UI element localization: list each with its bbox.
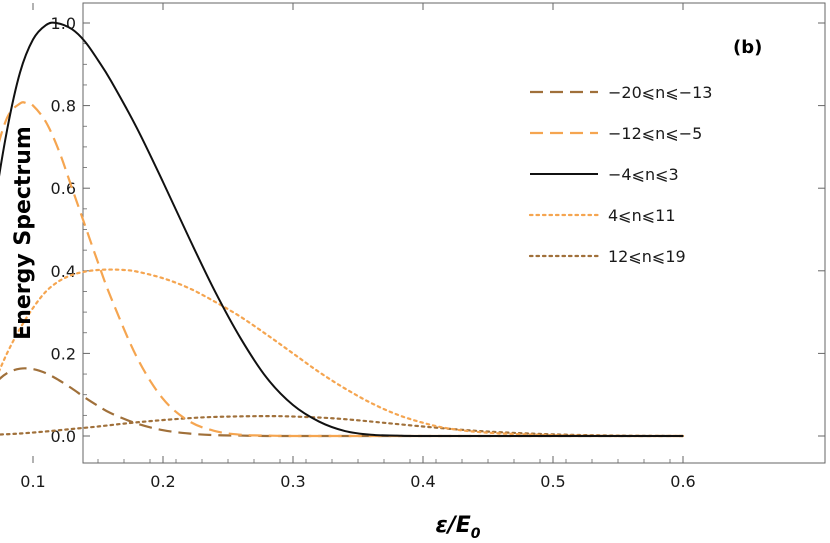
- legend-label: −12⩽n⩽−5: [608, 124, 702, 143]
- series-line: [0, 101, 683, 438]
- series-line: [0, 21, 683, 438]
- y-tick-label: 0.0: [51, 427, 76, 446]
- legend-label: 4⩽n⩽11: [608, 206, 676, 225]
- plot-frame: [82, 2, 826, 464]
- x-tick-label: 0.6: [670, 472, 695, 491]
- y-tick-label: 0.6: [51, 179, 76, 198]
- y-axis-title: Energy Spectrum: [11, 126, 36, 340]
- legend: −20⩽n⩽−13 −12⩽n⩽−5 −4⩽n⩽3 4⩽n⩽11 12⩽n⩽19: [528, 83, 712, 266]
- y-axis-ticks: 0.00.20.40.60.81.0: [51, 14, 825, 446]
- y-tick-label: 0.2: [51, 344, 76, 363]
- legend-label: 12⩽n⩽19: [608, 247, 686, 266]
- x-axis-title-subscript: 0: [471, 526, 481, 542]
- legend-label: −4⩽n⩽3: [608, 165, 679, 184]
- series-layer: [0, 21, 685, 438]
- y-tick-label: 0.4: [51, 262, 76, 281]
- panel-label: (b): [733, 37, 762, 58]
- x-axis-title: ε/E0: [435, 513, 480, 542]
- y-tick-label: 0.8: [51, 97, 76, 116]
- series-line: [0, 414, 685, 438]
- series-line: [0, 367, 683, 438]
- x-axis-title-main: ε/E: [435, 513, 470, 538]
- x-tick-label: 0.1: [20, 472, 45, 491]
- x-axis-ticks: 0.1 0.2 0.3 0.4 0.5 0.6: [20, 3, 696, 491]
- x-tick-label: 0.4: [410, 472, 435, 491]
- x-tick-label: 0.2: [150, 472, 175, 491]
- legend-label: −20⩽n⩽−13: [608, 83, 712, 102]
- x-tick-label: 0.3: [280, 472, 305, 491]
- x-tick-label: 0.5: [540, 472, 565, 491]
- series-line: [0, 268, 685, 438]
